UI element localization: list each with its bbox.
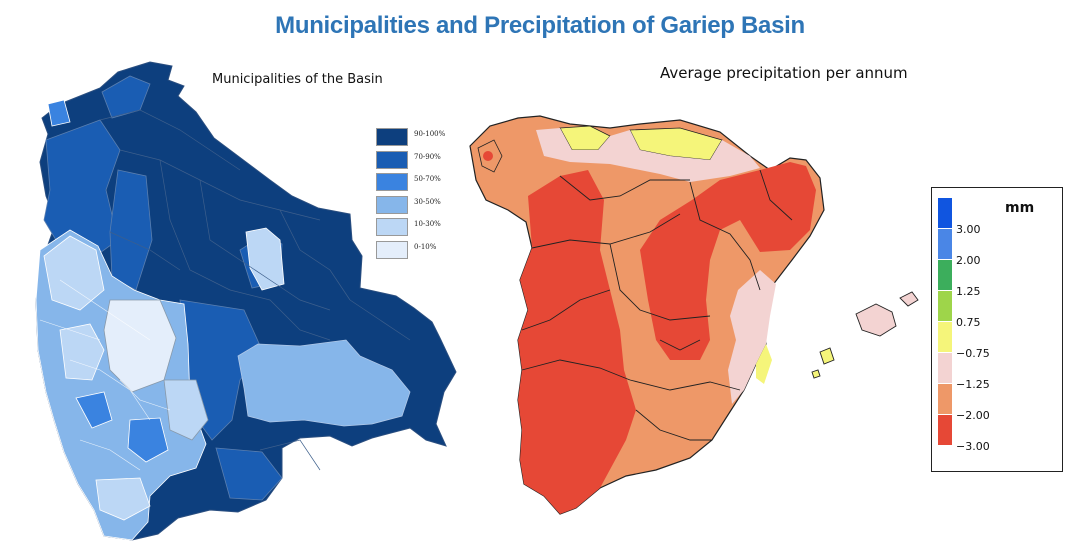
page-title: Municipalities and Precipitation of Gari… [275,12,805,39]
legend-label: 90-100% [414,130,446,138]
legend-swatch [938,229,952,260]
precipitation-map [469,115,919,515]
legend-swatch [938,415,952,446]
legend-color-bar [938,198,952,446]
legend-swatch [938,260,952,291]
legend-swatch [376,128,408,146]
precipitation-legend: mm 3.00 2.00 1.25 0.75 −0.75 −1.25 −2.00… [931,187,1063,472]
legend-swatch [376,150,408,169]
legend-label: 30-50% [414,197,441,206]
legend-swatch [938,322,952,353]
legend-swatch [376,195,408,214]
balearic-islands [855,303,897,337]
legend-label: 10-30% [414,220,441,228]
legend-swatch [938,384,952,415]
legend-label: 0-10% [414,242,437,251]
legend-swatch [376,173,408,191]
legend-swatch [376,240,408,259]
municipalities-map [35,61,457,541]
legend-label: −3.00 [956,440,990,453]
legend-swatch [938,353,952,384]
legend-label: −1.25 [956,378,990,391]
legend-label: −0.75 [956,347,990,360]
left-map-subtitle: Municipalities of the Basin [212,72,383,87]
precipitation-map-panel: Average precipitation per annum [460,0,1080,548]
legend-label: 3.00 [956,223,981,236]
right-map-subtitle: Average precipitation per annum [660,64,908,82]
legend-label: −2.00 [956,409,990,422]
legend-swatch [938,198,952,229]
legend-label: 50-70% [414,175,441,183]
legend-unit: mm [1005,200,1035,216]
legend-label: 2.00 [956,254,981,267]
legend-swatch [938,291,952,322]
legend-swatch [376,218,408,236]
legend-label: 1.25 [956,285,981,298]
legend-label: 0.75 [956,316,981,329]
municipalities-map-panel: Municipalities of the Basin 90-100% 70-9… [0,0,470,548]
legend-label: 70-90% [414,152,441,161]
